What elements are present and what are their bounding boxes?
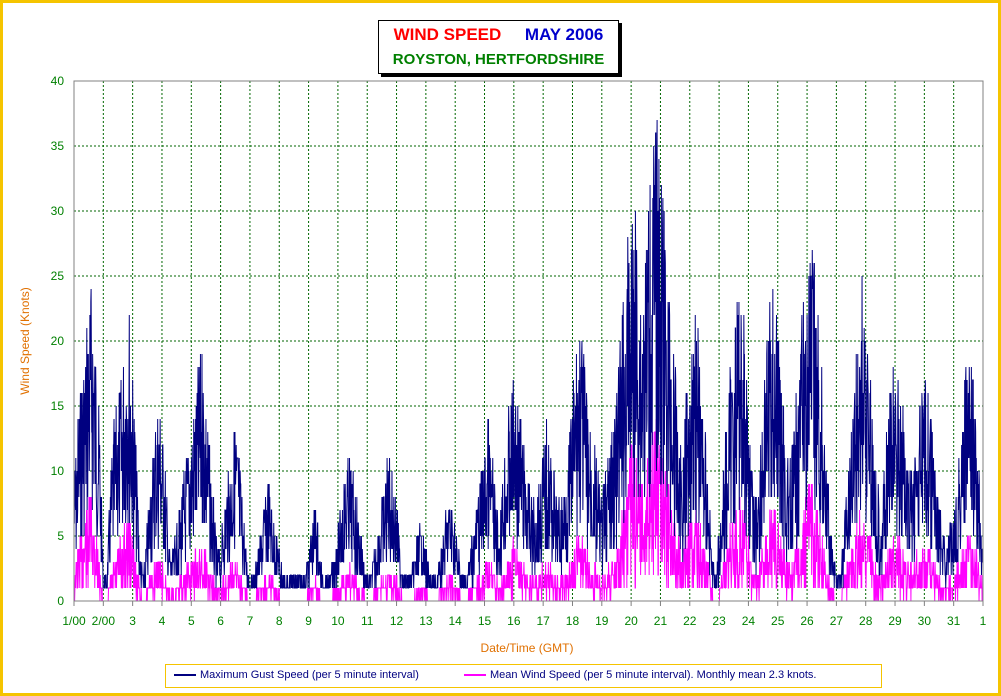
gust-series-line [73,119,984,589]
x-tick-label: 1/00 [62,614,86,628]
x-axis-title: Date/Time (GMT) [481,641,574,655]
x-tick-label: 28 [859,614,873,628]
x-tick-label: 3 [129,614,136,628]
x-tick-label: 15 [478,614,492,628]
x-tick-label: 12 [390,614,404,628]
y-tick-label: 10 [51,464,65,478]
legend-swatch-gust [174,674,196,676]
x-tick-label: 7 [247,614,254,628]
legend-item-mean: Mean Wind Speed (per 5 minute interval).… [464,669,817,681]
legend-item-gust: Maximum Gust Speed (per 5 minute interva… [174,669,419,681]
x-tick-label: 2/00 [92,614,116,628]
x-tick-label: 4 [159,614,166,628]
legend-swatch-mean [464,674,486,676]
legend-label-gust: Maximum Gust Speed (per 5 minute interva… [200,669,419,681]
chart-subtitle: ROYSTON, HERTFORDSHIRE [392,51,605,68]
x-tick-label: 29 [888,614,902,628]
legend: Maximum Gust Speed (per 5 minute interva… [165,664,882,688]
y-tick-label: 0 [57,594,64,608]
x-tick-label: 1 [980,614,987,628]
plot-area-border [73,80,984,602]
x-tick-label: 27 [830,614,844,628]
x-tick-label: 21 [654,614,668,628]
y-tick-label: 15 [51,399,65,413]
x-tick-label: 17 [536,614,550,628]
title-month: MAY 2006 [524,25,604,44]
y-tick-label: 35 [51,139,65,153]
y-tick-labels: 0 5 10 15 20 25 30 35 40 [51,74,65,608]
y-tick-label: 30 [51,204,65,218]
y-tick-label: 25 [51,269,65,283]
x-tick-label: 6 [217,614,224,628]
title-main: WIND SPEED [393,25,502,44]
x-tick-label: 5 [188,614,195,628]
x-tick-label: 30 [918,614,932,628]
y-tick-label: 40 [51,74,65,88]
chart-title: WIND SPEED MAY 2006 [379,25,618,45]
x-tick-label: 8 [276,614,283,628]
x-tick-label: 14 [449,614,463,628]
x-tick-label: 25 [771,614,785,628]
x-tick-label: 10 [331,614,345,628]
y-axis-title: Wind Speed (Knots) [18,287,32,394]
x-tick-label: 26 [800,614,814,628]
x-tick-label: 13 [419,614,433,628]
x-tick-label: 11 [361,614,374,628]
x-tick-label: 18 [566,614,580,628]
x-tick-label: 20 [624,614,638,628]
x-tick-label: 24 [742,614,756,628]
chart-title-box: WIND SPEED MAY 2006 ROYSTON, HERTFORDSHI… [378,20,619,74]
y-tick-label: 5 [57,529,64,543]
x-tick-label: 9 [305,614,312,628]
x-tick-label: 23 [712,614,726,628]
x-tick-labels: 1/00 2/00 3 4 5 6 7 8 9 10 11 12 13 14 15 16 17 18 19 20 21 2… [62,601,987,628]
x-tick-label: 31 [947,614,961,628]
x-tick-label: 16 [507,614,521,628]
legend-label-mean: Mean Wind Speed (per 5 minute interval).… [490,669,817,681]
gust-series-layer [73,119,984,589]
x-tick-label: 19 [595,614,609,628]
x-tick-label: 22 [683,614,697,628]
y-tick-label: 20 [51,334,65,348]
